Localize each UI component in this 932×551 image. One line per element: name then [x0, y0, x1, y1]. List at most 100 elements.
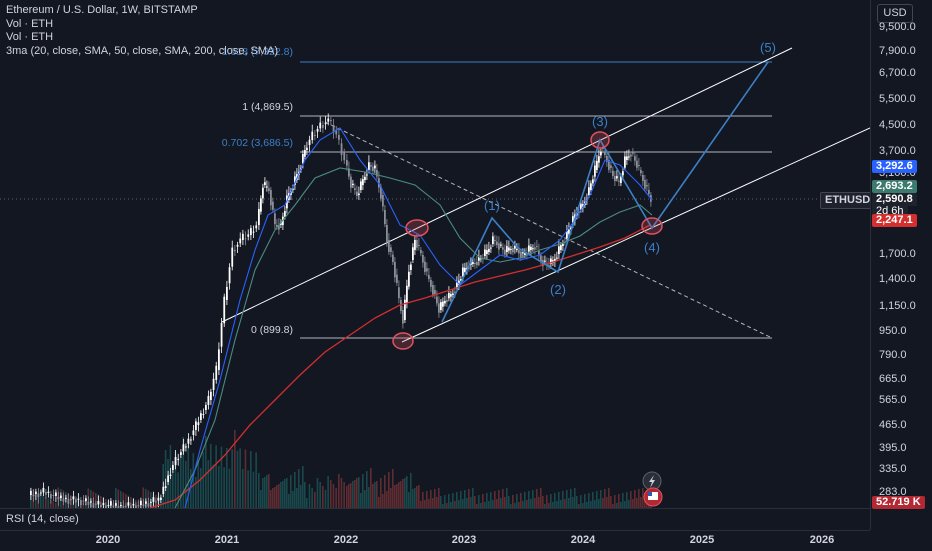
- volume-bar: [304, 482, 306, 508]
- volume-bar: [82, 502, 85, 508]
- volume-bar: [182, 437, 185, 508]
- price-tick: 9,500.0: [879, 21, 916, 33]
- candle-body: [87, 501, 90, 505]
- price-chart-svg[interactable]: 1.618 (7,322.8) 1 (4,869.5) 0.702 (3,686…: [0, 0, 870, 508]
- ma20-line[interactable]: [184, 127, 653, 508]
- rsi-label[interactable]: RSI (14, close): [6, 513, 79, 525]
- candle-body: [446, 300, 448, 302]
- candle-body: [468, 267, 470, 269]
- marker-circle-wave3[interactable]: [590, 131, 610, 149]
- ma200-line[interactable]: [149, 224, 651, 508]
- fib-0-label: 0 (899.8): [251, 324, 293, 336]
- symbol-title[interactable]: Ethereum / U.S. Dollar, 1W, BITSTAMP: [6, 4, 198, 16]
- candle-body: [182, 444, 185, 452]
- candle-body: [231, 247, 234, 267]
- candle-body: [412, 247, 414, 260]
- volume-indicator-2[interactable]: Vol · ETH: [6, 31, 54, 43]
- volume-indicator-1[interactable]: Vol · ETH: [6, 17, 54, 30]
- candle-body: [394, 262, 396, 278]
- chart-pane[interactable]: 1.618 (7,322.8) 1 (4,869.5) 0.702 (3,686…: [0, 0, 870, 508]
- channel-upper-line[interactable]: [221, 47, 793, 323]
- candle-body: [278, 225, 280, 230]
- volume-bar: [424, 500, 426, 508]
- volume-bar: [350, 483, 352, 508]
- candle-body: [456, 282, 458, 289]
- candle-body: [406, 285, 408, 304]
- volume-bar: [414, 488, 416, 508]
- candle-body: [354, 188, 356, 190]
- candle-body: [258, 208, 260, 225]
- volume-bar: [117, 489, 120, 508]
- marker-circle-wave4[interactable]: [641, 217, 663, 235]
- descending-trendline[interactable]: [324, 121, 773, 339]
- currency-button[interactable]: USD: [877, 4, 913, 23]
- volume-bar: [338, 474, 340, 508]
- candle-body: [255, 225, 258, 229]
- candle-body: [476, 262, 478, 266]
- volume-bar: [226, 448, 228, 508]
- candle-body: [207, 395, 210, 405]
- time-axis[interactable]: 2020 2021 2022 2023 2024 2025 2026: [0, 530, 870, 551]
- volume-bar: [396, 484, 398, 508]
- rsi-pane[interactable]: RSI (14, close): [0, 508, 870, 531]
- candle-body: [77, 498, 80, 500]
- wave-label-3: (3): [592, 114, 608, 129]
- price-tick: 665.0: [879, 373, 907, 385]
- candle-body: [167, 475, 169, 482]
- candle-body: [280, 222, 282, 225]
- candle-body: [438, 303, 440, 313]
- volume-bar: [376, 481, 378, 508]
- candle-body: [432, 285, 434, 295]
- candle-body: [284, 211, 286, 217]
- candle-body: [306, 147, 308, 150]
- volume-bar: [298, 469, 300, 508]
- candle-body: [200, 413, 202, 420]
- elliott-wave-path[interactable]: [441, 61, 769, 323]
- volume-bar: [274, 487, 276, 508]
- candle-body: [67, 498, 70, 504]
- candle-body: [598, 156, 600, 163]
- candle-body: [65, 497, 67, 499]
- volume-bar: [542, 496, 544, 508]
- candle-body: [558, 246, 560, 254]
- candle-body: [228, 267, 231, 284]
- candle-body: [180, 452, 182, 455]
- candle-body: [40, 492, 42, 494]
- candle-body: [150, 501, 152, 503]
- channel-lower-line[interactable]: [401, 127, 870, 343]
- candle-body: [322, 125, 324, 128]
- volume-bar: [231, 449, 233, 508]
- volume-bar: [474, 496, 476, 508]
- volume-bar: [386, 491, 388, 508]
- candle-body: [442, 301, 444, 307]
- price-tick: 1,700.0: [879, 248, 916, 260]
- marker-circle-breakout[interactable]: [405, 219, 429, 237]
- candle-body: [580, 203, 582, 210]
- price-axis[interactable]: USD 9,500.0 7,900.0 6,700.0 5,500.0 4,50…: [870, 0, 932, 530]
- candle-body: [388, 240, 390, 252]
- volume-bar: [300, 485, 302, 508]
- candle-body: [266, 186, 268, 188]
- lightning-icon[interactable]: [642, 471, 662, 491]
- ma50-line[interactable]: [174, 167, 653, 508]
- candle-body: [640, 170, 642, 174]
- candle-body: [262, 187, 264, 199]
- marker-circle-low[interactable]: [392, 332, 414, 350]
- volume-bar: [440, 496, 442, 508]
- candle-body: [428, 275, 430, 280]
- candle-body: [132, 503, 135, 506]
- candle-body: [628, 156, 630, 158]
- volume-bar: [364, 490, 366, 508]
- candle-body: [135, 505, 137, 508]
- flag-icon[interactable]: [643, 487, 663, 507]
- volume-bar: [380, 478, 382, 508]
- price-tick: 1,400.0: [879, 273, 916, 285]
- volume-bar: [40, 494, 42, 508]
- candle-body: [147, 503, 150, 507]
- moving-average-indicator[interactable]: 3ma (20, close, SMA, 50, close, SMA, 200…: [6, 44, 279, 57]
- volume-bar: [288, 494, 290, 508]
- volume-bar: [572, 497, 574, 508]
- volume-bar: [247, 470, 249, 508]
- candle-body: [382, 195, 384, 207]
- volume-bar: [456, 492, 458, 508]
